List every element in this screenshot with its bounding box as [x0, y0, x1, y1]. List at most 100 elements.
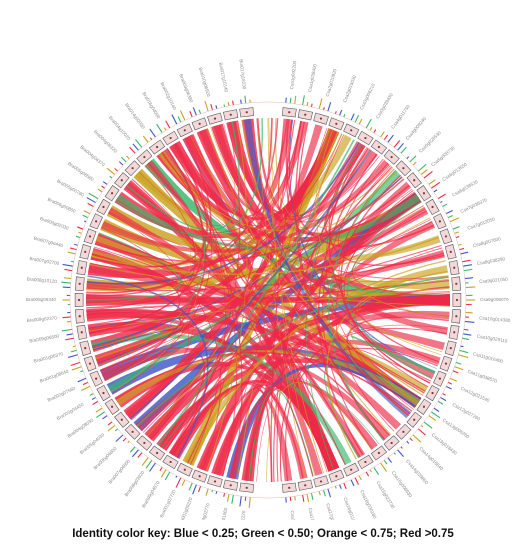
synteny-link — [116, 188, 413, 248]
synteny-link — [205, 120, 248, 472]
histogram-bar — [322, 107, 325, 111]
synteny-ribbon — [123, 128, 340, 420]
left-gene-label: Bra004g10020 — [108, 115, 132, 141]
synteny-link — [87, 244, 442, 326]
synteny-link — [358, 292, 450, 299]
synteny-link — [241, 119, 418, 405]
synteny-link — [285, 119, 435, 248]
histogram-bar — [387, 134, 394, 143]
synteny-link — [328, 169, 397, 441]
segment-marker — [120, 179, 123, 182]
synteny-link — [352, 208, 450, 293]
segment-marker — [288, 111, 291, 114]
left-gene-label: Bra016g04000 — [141, 91, 161, 120]
synteny-link — [99, 218, 432, 371]
histogram-bar — [89, 393, 94, 396]
synteny-link — [101, 178, 404, 255]
histogram-bar — [134, 139, 143, 148]
histogram-bar — [115, 434, 124, 442]
right-gene-label: Csa4g009240 — [405, 116, 428, 141]
histogram-bar — [334, 111, 337, 115]
histogram-bar — [197, 485, 202, 493]
histogram-bar — [62, 263, 73, 267]
right-gene-label: Csa14g039850 — [405, 459, 429, 486]
synteny-link — [87, 275, 209, 459]
histogram-bar — [412, 434, 422, 443]
histogram-bar — [69, 247, 77, 251]
segment-marker — [364, 136, 367, 140]
left-gene-label: Bra008g06340 — [26, 297, 57, 302]
histogram-bar — [306, 101, 309, 106]
right-gene-label: Csa18g002150 — [290, 510, 299, 520]
synteny-link — [89, 263, 450, 307]
histogram-bar — [463, 328, 469, 331]
histogram-bar — [211, 489, 214, 493]
left-gene-label: Bra007g04600 — [107, 458, 131, 484]
segment-marker — [110, 192, 114, 195]
segment-marker — [455, 282, 458, 285]
synteny-link — [315, 129, 450, 318]
right-gene-label: Csa9g009070 — [480, 297, 509, 302]
histogram-bar — [383, 459, 388, 465]
synteny-link — [169, 146, 243, 479]
right-gene-label: Csa17g013560 — [325, 503, 339, 520]
left-gene-label: Bra004g01560 — [218, 507, 229, 520]
segment-marker — [455, 315, 458, 318]
histogram-bar — [145, 459, 153, 469]
left-gene-label: Bra002g07560 — [47, 385, 77, 402]
segment-marker — [304, 113, 307, 116]
histogram-bar — [294, 95, 297, 104]
segment-marker — [319, 117, 323, 120]
histogram-bar — [97, 188, 103, 193]
histogram-bar — [417, 163, 427, 172]
right-gene-label: Csa14g016840 — [418, 446, 444, 472]
histogram-bar — [354, 114, 360, 123]
synteny-link — [349, 278, 449, 403]
right-gene-label: Csa8g007600 — [472, 236, 501, 248]
histogram-bar — [339, 109, 343, 116]
histogram-bar — [462, 337, 470, 341]
histogram-bar — [77, 226, 84, 230]
histogram-bar — [454, 366, 464, 371]
synteny-link — [340, 174, 431, 384]
histogram-bar — [83, 210, 91, 215]
histogram-bar — [70, 349, 77, 353]
synteny-link — [230, 389, 273, 482]
histogram-bar — [310, 103, 313, 107]
histogram-bar — [339, 484, 342, 490]
synteny-link — [343, 189, 429, 388]
segment-marker — [131, 167, 134, 170]
histogram-bar — [80, 370, 84, 373]
histogram-bar — [465, 286, 476, 289]
segment-marker — [390, 155, 393, 159]
histogram-bar — [71, 366, 82, 371]
histogram-bar — [107, 421, 113, 426]
histogram-bar — [423, 171, 433, 179]
synteny-ribbon — [198, 384, 338, 472]
left-gene-label: Bra003g06380 — [178, 73, 194, 103]
histogram-bar — [431, 181, 441, 189]
histogram-bar — [423, 421, 433, 429]
segment-marker — [229, 113, 232, 116]
histogram-bar — [409, 437, 413, 442]
segment-marker — [95, 377, 98, 380]
segment-marker — [77, 298, 81, 302]
histogram-bar — [165, 120, 171, 129]
right-gene-label: Csa16g011420 — [343, 497, 359, 520]
histogram-bar — [114, 428, 119, 432]
histogram-bar — [406, 156, 410, 160]
histogram-bar — [380, 462, 388, 472]
histogram-bar — [129, 446, 136, 453]
histogram-bar — [369, 469, 373, 473]
histogram-bar — [393, 452, 396, 455]
synteny-link — [346, 201, 433, 380]
histogram-bar — [137, 452, 143, 458]
synteny-link — [160, 121, 303, 448]
histogram-bar — [452, 226, 460, 230]
histogram-bar — [122, 437, 127, 442]
histogram-bar — [380, 131, 385, 138]
histogram-bar — [460, 345, 464, 348]
right-gene-label: Csa11g016400 — [472, 351, 504, 364]
left-gene-label: Bra014g02030 — [124, 102, 146, 130]
right-gene-label: Csa7g039370 — [460, 197, 489, 214]
